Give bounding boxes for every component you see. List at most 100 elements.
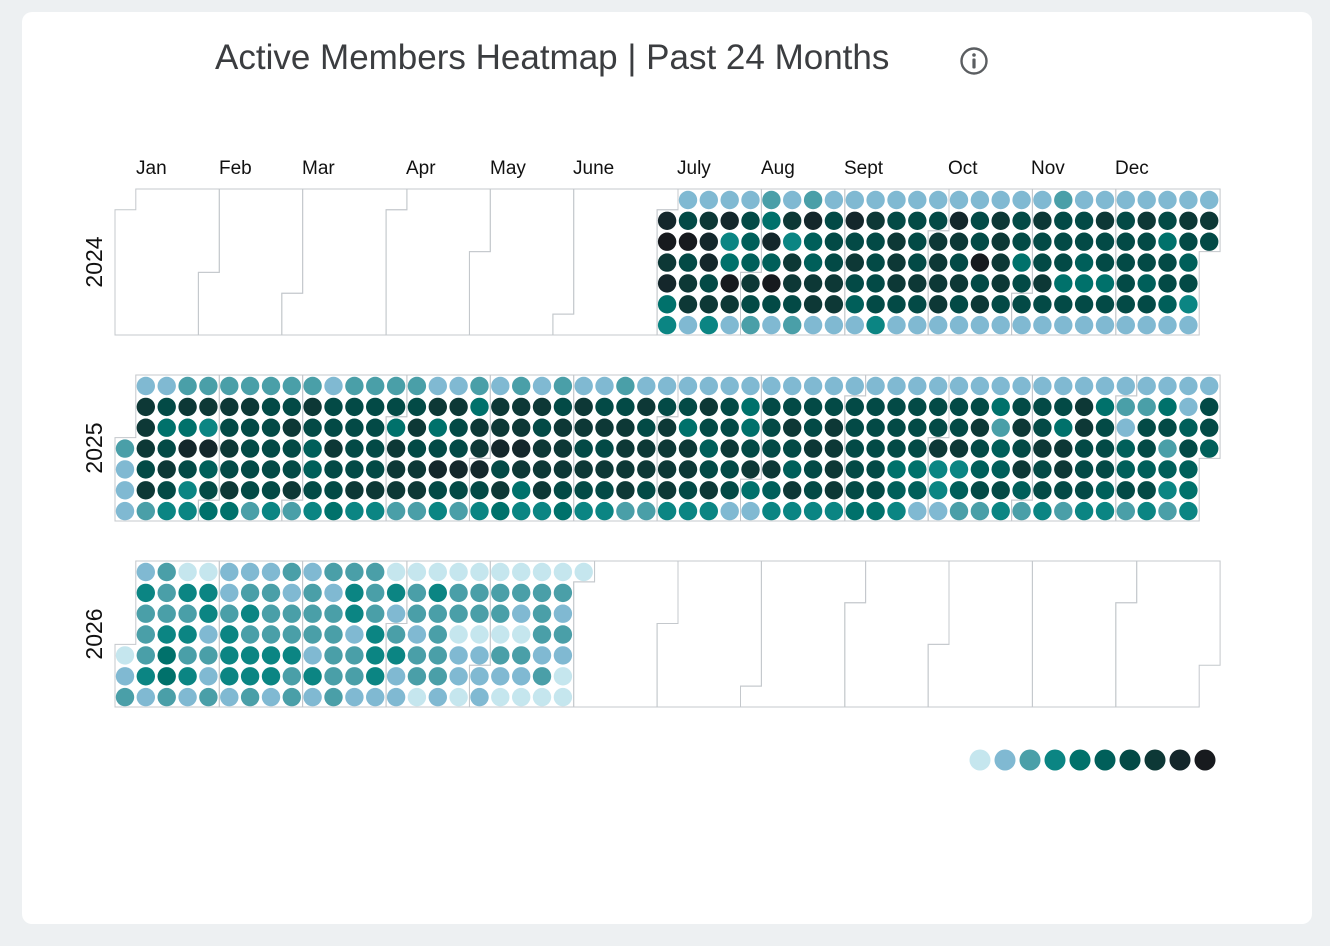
day-dot <box>366 460 385 479</box>
day-dot <box>845 481 864 500</box>
day-dot <box>908 253 927 272</box>
day-dot <box>741 418 760 437</box>
day-dot <box>949 481 969 500</box>
day-dot <box>1179 460 1198 479</box>
day-dot <box>512 418 531 437</box>
day-dot <box>908 460 927 479</box>
day-dot <box>1033 418 1052 437</box>
day-dot <box>303 481 322 500</box>
day-dot <box>657 315 677 335</box>
day-dot <box>908 315 927 335</box>
day-dot <box>366 583 385 603</box>
legend-swatch-2 <box>1019 749 1041 771</box>
day-dot <box>1116 376 1136 396</box>
day-dot <box>762 501 781 521</box>
day-dot <box>115 439 135 458</box>
day-dot <box>595 418 614 437</box>
day-dot <box>720 253 739 272</box>
day-dot <box>1116 295 1136 314</box>
day-dot <box>762 460 781 479</box>
day-dot <box>157 397 176 417</box>
day-dot <box>220 460 239 479</box>
day-dot <box>741 481 760 500</box>
day-dot <box>699 501 718 521</box>
day-dot <box>428 460 447 479</box>
day-dot <box>512 687 531 707</box>
day-dot <box>1095 439 1115 458</box>
day-dot <box>345 460 364 479</box>
day-dot <box>720 460 739 479</box>
day-dot <box>741 295 760 314</box>
day-dot <box>282 397 301 417</box>
day-dot <box>470 625 489 644</box>
day-dot <box>553 667 573 686</box>
day-dot <box>929 211 948 230</box>
day-dot <box>1137 274 1156 293</box>
day-dot <box>345 481 364 500</box>
day-dot <box>491 562 510 582</box>
day-dot <box>908 501 927 521</box>
day-dot <box>282 439 301 458</box>
day-dot <box>741 274 760 293</box>
day-dot <box>1116 501 1136 521</box>
day-dot <box>407 604 427 623</box>
day-dot <box>220 418 239 437</box>
day-dot <box>1012 211 1031 230</box>
day-dot <box>1074 481 1094 500</box>
day-dot <box>261 376 281 396</box>
day-dot <box>115 481 135 500</box>
day-dot <box>866 315 885 335</box>
day-dot <box>240 501 260 521</box>
day-dot <box>366 501 385 521</box>
day-dot <box>115 501 135 521</box>
day-dot <box>1137 211 1156 230</box>
day-dot <box>574 397 593 417</box>
day-dot <box>261 667 281 686</box>
day-dot <box>699 232 718 251</box>
info-circle-icon[interactable] <box>959 46 989 76</box>
day-dot <box>970 232 990 251</box>
day-dot <box>199 397 218 417</box>
day-dot <box>1054 481 1073 500</box>
day-dot <box>553 460 573 479</box>
day-dot <box>178 562 197 582</box>
day-dot <box>449 501 468 521</box>
day-dot <box>324 439 343 458</box>
day-dot <box>366 667 385 686</box>
day-dot <box>491 418 510 437</box>
day-dot <box>157 625 176 644</box>
day-dot <box>574 460 593 479</box>
day-dot <box>1074 418 1094 437</box>
day-dot <box>553 501 573 521</box>
day-dot <box>1033 439 1052 458</box>
day-dot <box>1158 315 1177 335</box>
day-dot <box>512 604 531 623</box>
day-dot <box>178 625 197 644</box>
day-dot <box>1033 376 1052 396</box>
day-dot <box>1095 418 1115 437</box>
day-dot <box>741 253 760 272</box>
day-dot <box>574 562 593 582</box>
day-dot <box>324 667 343 686</box>
month-label-oct: Oct <box>948 158 978 179</box>
day-dot <box>491 501 510 521</box>
day-dot <box>866 439 885 458</box>
day-dot <box>1033 501 1052 521</box>
day-dot <box>720 418 739 437</box>
day-dot <box>303 501 322 521</box>
day-dot <box>1116 274 1136 293</box>
day-dot <box>908 481 927 500</box>
month-outline-2026-12 <box>1115 560 1221 708</box>
day-dot <box>470 667 489 686</box>
day-dot <box>991 211 1010 230</box>
day-dot <box>470 687 489 707</box>
legend-swatch-0 <box>969 749 991 771</box>
day-dot <box>449 646 468 665</box>
month-label-june: June <box>573 158 614 179</box>
day-dot <box>970 418 990 437</box>
day-dot <box>699 253 718 272</box>
day-dot <box>136 397 155 417</box>
day-dot <box>1033 315 1052 335</box>
day-dot <box>532 397 552 417</box>
day-dot <box>1116 460 1136 479</box>
